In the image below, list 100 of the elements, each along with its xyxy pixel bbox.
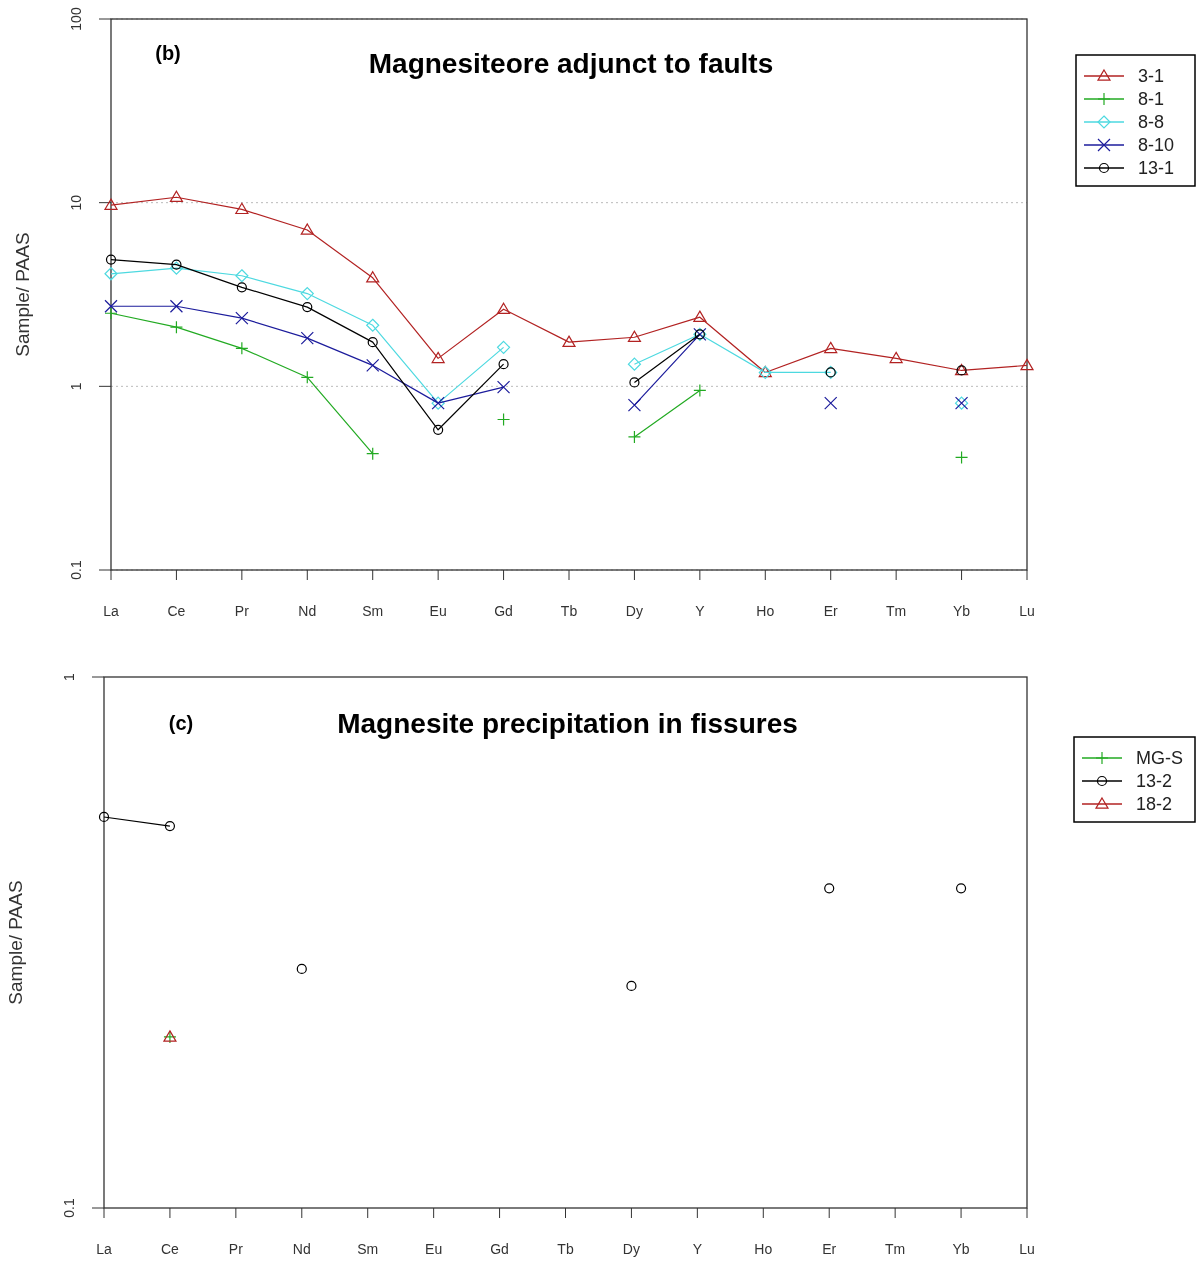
x-tick-label: Er: [822, 1241, 837, 1257]
point: [954, 450, 969, 465]
x-tick-label: Eu: [425, 1241, 443, 1257]
x-tick-label: Ho: [756, 603, 775, 619]
point: [498, 359, 509, 370]
point: [431, 351, 445, 364]
point: [1020, 358, 1034, 371]
point: [104, 299, 118, 313]
point: [169, 190, 184, 203]
point: [171, 259, 182, 270]
point: [366, 271, 380, 283]
point: [169, 320, 184, 334]
point: [955, 883, 967, 894]
annotation: (c): [168, 712, 194, 734]
text: Magnesiteore adjunct to faults: [368, 48, 774, 79]
point: [300, 370, 314, 384]
y-tick-label: 10: [68, 194, 84, 211]
x-tick-label: Yb: [953, 603, 971, 619]
point: [235, 202, 249, 215]
point: [300, 331, 314, 345]
x-tick-label: Er: [823, 603, 839, 619]
point: [366, 358, 380, 373]
y-tick-label: 1: [61, 672, 77, 681]
x-tick-label: La: [103, 603, 119, 619]
x-tick-label: Pr: [234, 603, 250, 619]
y-tick-label: 1: [68, 382, 84, 391]
x-tick-label: Ce: [160, 1241, 180, 1257]
x-tick-label: Sm: [362, 603, 384, 619]
point: [236, 282, 247, 293]
x-tick-label: Eu: [429, 603, 447, 619]
point: [496, 302, 511, 314]
point: [629, 377, 640, 388]
point: [627, 430, 642, 444]
x-tick-label: Tm: [886, 603, 907, 619]
text: Magnesite precipitation in fissures: [337, 708, 798, 739]
point: [367, 337, 378, 348]
point: [627, 330, 642, 343]
point: [496, 340, 511, 354]
point: [302, 302, 313, 313]
point: [164, 820, 176, 832]
point: [889, 351, 903, 364]
x-tick-label: Pr: [228, 1241, 244, 1257]
point: [300, 223, 314, 235]
point: [104, 306, 118, 320]
point: [105, 254, 117, 265]
point: [627, 357, 642, 371]
point: [366, 447, 380, 461]
point: [562, 335, 576, 347]
x-tick-label: Dy: [622, 1241, 640, 1257]
y-axis-title: Sample/ PAAS: [5, 880, 26, 1005]
y-tick-label: 0.1: [68, 560, 84, 580]
point: [824, 883, 835, 894]
point: [104, 267, 118, 281]
point: [496, 380, 511, 394]
legend-label: 8-10: [1138, 135, 1175, 155]
x-tick-label: Y: [695, 603, 706, 619]
legend-label: 13-1: [1138, 158, 1175, 178]
x-tick-label: Yb: [952, 1241, 970, 1257]
y-tick-label: 0.1: [61, 1198, 77, 1218]
y-axis-title: Sample/ PAAS: [12, 232, 33, 357]
x-tick-label: Ce: [167, 603, 186, 619]
x-tick-label: Tb: [557, 1241, 574, 1257]
x-tick-label: Y: [692, 1241, 703, 1257]
point: [296, 963, 307, 975]
point: [235, 341, 249, 355]
x-tick-label: Tm: [885, 1241, 906, 1257]
point: [626, 980, 637, 991]
point: [169, 261, 184, 275]
y-tick-label: 100: [68, 7, 84, 31]
point: [235, 269, 249, 283]
point: [366, 318, 380, 332]
x-tick-label: Nd: [298, 603, 317, 619]
x-tick-label: Ho: [754, 1241, 773, 1257]
x-tick-label: Gd: [494, 603, 513, 619]
x-tick-label: Gd: [490, 1241, 509, 1257]
point: [104, 198, 118, 210]
legend-label: 8-8: [1138, 112, 1165, 132]
x-tick-label: Dy: [625, 603, 643, 619]
point: [824, 341, 838, 354]
x-tick-label: Sm: [357, 1241, 379, 1257]
legend-label: 8-1: [1138, 89, 1165, 109]
point: [433, 424, 444, 435]
point: [627, 398, 642, 412]
legend-label: 3-1: [1138, 66, 1165, 86]
legend-label: 13-2: [1136, 771, 1173, 791]
x-tick-label: Lu: [1019, 603, 1035, 619]
x-tick-label: Lu: [1019, 1241, 1035, 1257]
legend-label: MG-S: [1136, 748, 1183, 768]
point: [693, 310, 707, 322]
point: [300, 286, 314, 301]
point: [98, 811, 110, 823]
annotation: (b): [155, 42, 181, 64]
point: [496, 412, 511, 427]
x-tick-label: Nd: [292, 1241, 311, 1257]
point: [693, 383, 707, 398]
point: [235, 311, 249, 325]
point: [824, 396, 838, 410]
x-tick-label: Tb: [560, 603, 578, 619]
legend-label: 18-2: [1136, 794, 1173, 814]
point: [169, 299, 184, 313]
